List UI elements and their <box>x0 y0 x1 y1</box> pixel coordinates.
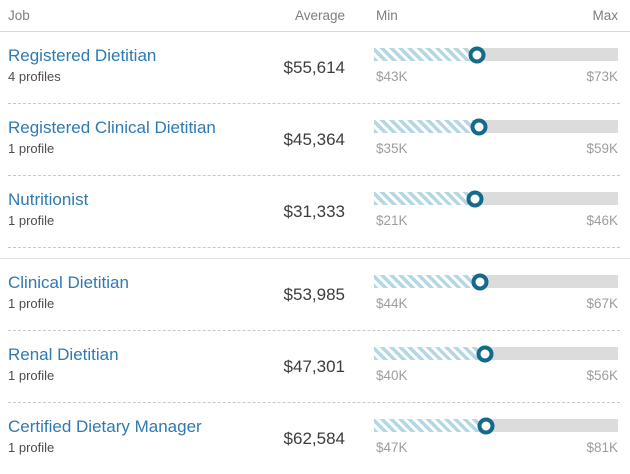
range-cell: $21K $46K <box>374 176 618 248</box>
job-cell: Nutritionist 1 profile <box>8 176 280 248</box>
section-divider <box>0 248 630 259</box>
range-labels: $43K $73K <box>374 69 618 84</box>
range-cell: $43K $73K <box>374 32 618 104</box>
job-title-link[interactable]: Registered Clinical Dietitian <box>8 118 216 137</box>
salary-range-bar <box>374 273 618 290</box>
min-salary-label: $21K <box>376 213 408 228</box>
salary-range-bar <box>374 46 618 63</box>
job-title-link[interactable]: Certified Dietary Manager <box>8 417 202 436</box>
salary-range-hatched-fill <box>374 48 477 61</box>
table-row: Renal Dietitian 1 profile $47,301 $40K $… <box>0 331 630 403</box>
salary-range-hatched-fill <box>374 419 486 432</box>
table-row: Nutritionist 1 profile $31,333 $21K $46K <box>0 176 630 248</box>
table-row: Certified Dietary Manager 1 profile $62,… <box>0 403 630 474</box>
max-salary-label: $67K <box>586 296 618 311</box>
range-cell: $47K $81K <box>374 403 618 474</box>
column-header-job: Job <box>8 8 30 23</box>
average-salary: $62,584 <box>283 429 345 448</box>
salary-range-bar <box>374 417 618 434</box>
job-title-link[interactable]: Registered Dietitian <box>8 46 157 65</box>
min-salary-label: $47K <box>376 440 408 455</box>
min-salary-label: $44K <box>376 296 408 311</box>
job-cell: Clinical Dietitian 1 profile <box>8 259 280 331</box>
salary-range-bar <box>374 190 618 207</box>
max-salary-label: $59K <box>586 141 618 156</box>
min-salary-label: $35K <box>376 141 408 156</box>
table-row: Registered Dietitian 4 profiles $55,614 … <box>0 32 630 104</box>
table-header-row: Job Average Min Max <box>0 0 630 32</box>
average-salary: $53,985 <box>283 285 345 304</box>
column-header-min: Min <box>376 8 398 23</box>
job-title-link[interactable]: Nutritionist <box>8 190 89 209</box>
salary-range-hatched-fill <box>374 120 480 133</box>
table-row: Clinical Dietitian 1 profile $53,985 $44… <box>0 259 630 331</box>
table-body: Registered Dietitian 4 profiles $55,614 … <box>0 32 630 474</box>
range-labels: $21K $46K <box>374 213 618 228</box>
average-marker-icon <box>470 118 488 135</box>
range-labels: $40K $56K <box>374 368 618 383</box>
max-salary-label: $81K <box>586 440 618 455</box>
profile-count: 4 profiles <box>8 69 61 84</box>
average-salary: $31,333 <box>283 202 345 221</box>
average-salary: $47,301 <box>283 357 345 376</box>
column-header-max: Max <box>592 8 618 23</box>
range-cell: $44K $67K <box>374 259 618 331</box>
average-salary: $45,364 <box>283 130 345 149</box>
max-salary-label: $56K <box>586 368 618 383</box>
job-cell: Registered Clinical Dietitian 1 profile <box>8 104 280 176</box>
profile-count: 1 profile <box>8 440 55 455</box>
column-header-average: Average <box>294 8 345 23</box>
average-marker-icon <box>466 190 484 207</box>
min-salary-label: $43K <box>376 69 408 84</box>
average-salary: $55,614 <box>283 58 345 77</box>
range-labels: $44K $67K <box>374 296 618 311</box>
max-salary-label: $46K <box>586 213 618 228</box>
salary-range-hatched-fill <box>374 275 480 288</box>
average-marker-icon <box>468 46 486 63</box>
salary-range-hatched-fill <box>374 347 486 360</box>
column-header-range: Min Max <box>374 8 618 23</box>
salary-range-bar <box>374 345 618 362</box>
range-labels: $35K $59K <box>374 141 618 156</box>
average-marker-icon <box>477 417 495 434</box>
table-row: Registered Clinical Dietitian 1 profile … <box>0 104 630 176</box>
range-labels: $47K $81K <box>374 440 618 455</box>
average-marker-icon <box>471 273 489 290</box>
salary-range-bar <box>374 118 618 135</box>
profile-count: 1 profile <box>8 141 55 156</box>
max-salary-label: $73K <box>586 69 618 84</box>
job-cell: Certified Dietary Manager 1 profile <box>8 403 280 474</box>
range-cell: $35K $59K <box>374 104 618 176</box>
salary-range-hatched-fill <box>374 192 475 205</box>
job-cell: Renal Dietitian 1 profile <box>8 331 280 403</box>
profile-count: 1 profile <box>8 213 55 228</box>
job-cell: Registered Dietitian 4 profiles <box>8 32 280 104</box>
average-marker-icon <box>476 345 494 362</box>
profile-count: 1 profile <box>8 296 55 311</box>
range-cell: $40K $56K <box>374 331 618 403</box>
job-title-link[interactable]: Clinical Dietitian <box>8 273 129 292</box>
profile-count: 1 profile <box>8 368 55 383</box>
job-title-link[interactable]: Renal Dietitian <box>8 345 119 364</box>
min-salary-label: $40K <box>376 368 408 383</box>
